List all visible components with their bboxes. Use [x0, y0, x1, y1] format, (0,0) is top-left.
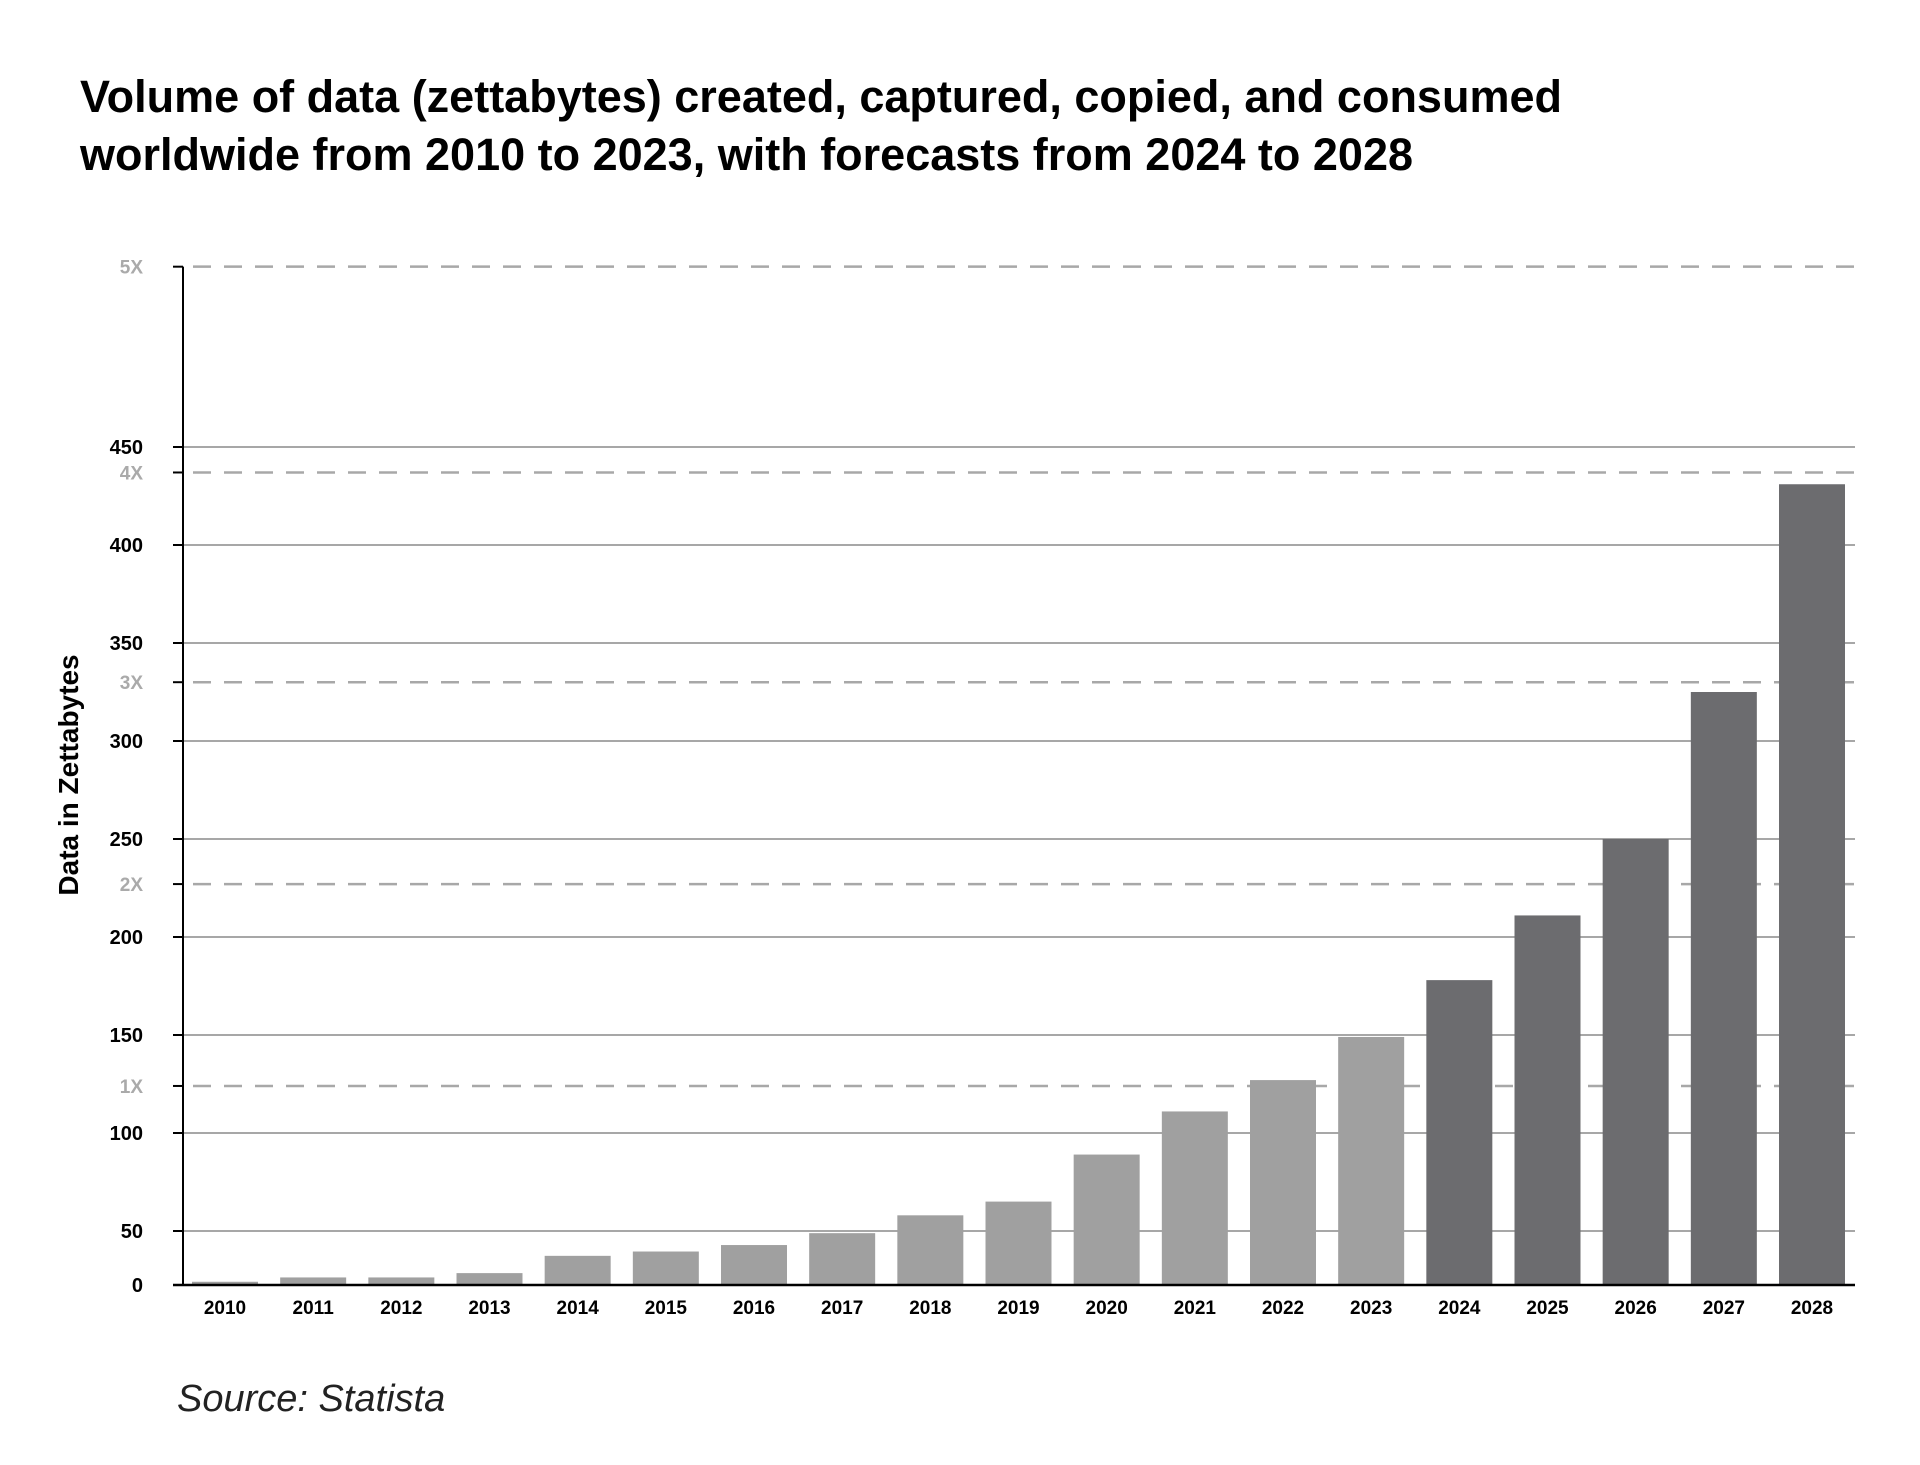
x-tick-label: 2023 [1350, 1298, 1392, 1319]
bar-2025 [1514, 915, 1581, 1285]
y-tick-label: 150 [110, 1025, 143, 1047]
x-tick-label: 2014 [557, 1298, 600, 1319]
x-tick-label: 2013 [468, 1298, 510, 1319]
y-tick-label: 400 [110, 535, 143, 557]
y-tick-label: 200 [110, 927, 143, 949]
bar-2018 [897, 1215, 964, 1285]
y-tick-label: 0 [132, 1275, 143, 1297]
bar-2011 [280, 1277, 347, 1285]
y-tick-label: 100 [110, 1123, 143, 1145]
x-tick-label: 2027 [1703, 1298, 1745, 1319]
bar-2022 [1250, 1080, 1316, 1285]
x-tick-label: 2011 [293, 1298, 335, 1319]
bar-2020 [1073, 1154, 1140, 1285]
x-tick-label: 2028 [1791, 1298, 1833, 1319]
y-tick-label: 300 [110, 731, 143, 753]
reference-label: 5X [120, 258, 144, 279]
source-note: Source: Statista [177, 1378, 446, 1420]
chart-title: Volume of data (zettabytes) created, cap… [80, 68, 1562, 184]
x-tick-label: 2025 [1526, 1298, 1569, 1319]
bar-2021 [1161, 1111, 1228, 1285]
bar-2013 [456, 1273, 523, 1285]
bar-2015 [632, 1251, 699, 1285]
chart-title-line-1: Volume of data (zettabytes) created, cap… [80, 71, 1562, 122]
y-tick-label: 250 [110, 829, 143, 851]
bar-2028 [1779, 484, 1845, 1285]
x-tick-label: 2026 [1615, 1298, 1657, 1319]
reference-label: 3X [120, 673, 144, 694]
y-tick-label: 350 [110, 633, 143, 655]
bar-2014 [544, 1255, 611, 1285]
y-axis-title: Data in Zettabytes [53, 654, 84, 895]
bar-2012 [368, 1277, 435, 1285]
bar-2023 [1338, 1036, 1405, 1285]
bar-2016 [721, 1245, 787, 1285]
x-tick-label: 2010 [204, 1298, 246, 1319]
x-tick-label: 2021 [1174, 1298, 1217, 1319]
x-tick-label: 2020 [1086, 1298, 1128, 1319]
reference-label: 2X [120, 875, 144, 896]
x-tick-label: 2022 [1262, 1298, 1304, 1319]
reference-label: 4X [120, 463, 144, 484]
y-tick-label: 450 [110, 437, 143, 459]
bar-2026 [1602, 839, 1669, 1285]
y-tick-label: 50 [121, 1221, 143, 1243]
bar-2027 [1690, 692, 1757, 1285]
x-tick-label: 2017 [821, 1298, 863, 1319]
x-tick-label: 2019 [997, 1298, 1039, 1319]
x-tick-label: 2012 [380, 1298, 422, 1319]
reference-label: 1X [120, 1077, 144, 1098]
bar-2024 [1426, 980, 1493, 1285]
chart-title-line-2: worldwide from 2010 to 2023, with foreca… [80, 129, 1413, 180]
x-tick-label: 2015 [645, 1298, 688, 1319]
bar-2010 [192, 1281, 258, 1285]
x-tick-label: 2016 [733, 1298, 775, 1319]
bar-2019 [985, 1201, 1052, 1285]
x-tick-label: 2024 [1438, 1298, 1481, 1319]
bar-2017 [809, 1233, 876, 1285]
x-tick-label: 2018 [909, 1298, 951, 1319]
